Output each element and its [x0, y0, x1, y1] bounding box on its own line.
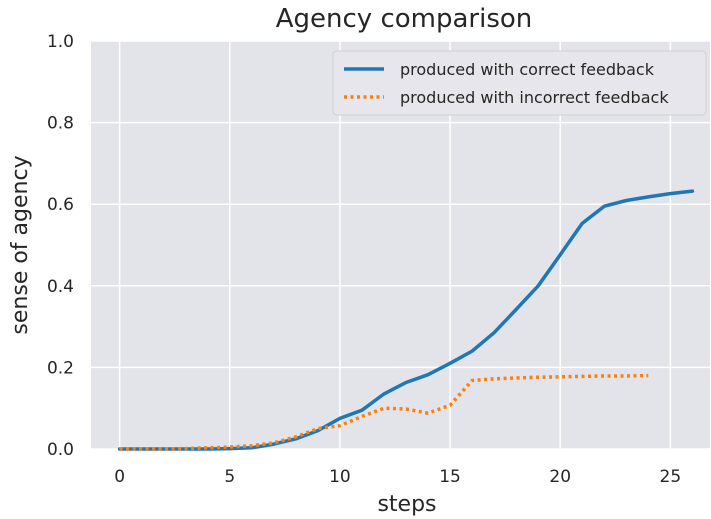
x-tick-label: 10 — [329, 467, 351, 487]
chart-title: Agency comparison — [276, 4, 533, 34]
y-tick-label: 0.6 — [47, 195, 74, 215]
legend-label-incorrect: produced with incorrect feedback — [400, 88, 669, 107]
x-tick-label: 0 — [114, 467, 125, 487]
x-tick-label: 15 — [439, 467, 461, 487]
x-tick-labels: 0 5 10 15 20 25 — [114, 467, 681, 487]
series-layer — [117, 189, 695, 451]
x-tick-label: 20 — [549, 467, 571, 487]
x-tick-label: 5 — [224, 467, 235, 487]
y-axis-label: sense of agency — [8, 155, 33, 334]
x-axis-label: steps — [377, 492, 436, 517]
series-line-correct — [117, 189, 695, 451]
y-tick-label: 0.8 — [47, 114, 74, 134]
legend-box — [332, 50, 707, 116]
y-tick-label: 0.4 — [47, 277, 74, 297]
y-tick-label: 0.2 — [47, 358, 74, 378]
y-tick-label: 0.0 — [47, 440, 74, 460]
x-tick-label: 25 — [660, 467, 682, 487]
legend: produced with correct feedback produced … — [332, 50, 707, 116]
y-tick-labels: 0.0 0.2 0.4 0.6 0.8 1.0 — [47, 32, 74, 460]
y-tick-label: 1.0 — [47, 32, 74, 52]
legend-label-correct: produced with correct feedback — [400, 60, 655, 79]
